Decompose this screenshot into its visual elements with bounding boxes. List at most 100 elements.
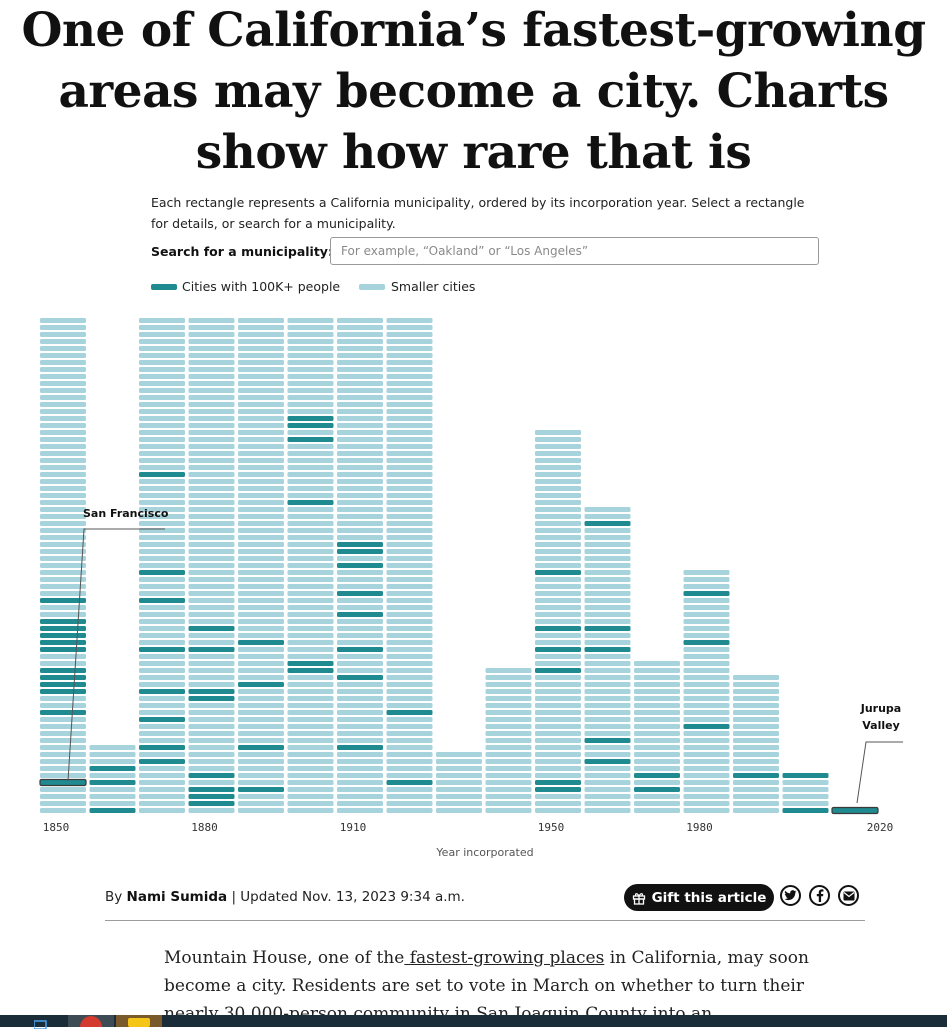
smaller-city-rect[interactable] [386, 633, 433, 638]
smaller-city-rect[interactable] [287, 570, 334, 575]
smaller-city-rect[interactable] [139, 507, 185, 512]
smaller-city-rect[interactable] [535, 542, 581, 547]
smaller-city-rect[interactable] [386, 752, 433, 757]
smaller-city-rect[interactable] [238, 360, 284, 365]
smaller-city-rect[interactable] [535, 458, 581, 463]
smaller-city-rect[interactable] [238, 507, 284, 512]
smaller-city-rect[interactable] [287, 479, 334, 484]
smaller-city-rect[interactable] [238, 598, 284, 603]
smaller-city-rect[interactable] [139, 633, 185, 638]
smaller-city-rect[interactable] [386, 612, 433, 617]
smaller-city-rect[interactable] [683, 570, 730, 575]
smaller-city-rect[interactable] [40, 451, 86, 456]
smaller-city-rect[interactable] [535, 465, 581, 470]
large-city-rect[interactable] [188, 787, 235, 792]
smaller-city-rect[interactable] [238, 353, 284, 358]
smaller-city-rect[interactable] [337, 626, 383, 631]
large-city-rect[interactable] [40, 626, 86, 631]
smaller-city-rect[interactable] [40, 661, 86, 666]
smaller-city-rect[interactable] [337, 570, 383, 575]
smaller-city-rect[interactable] [733, 801, 779, 806]
smaller-city-rect[interactable] [188, 605, 235, 610]
smaller-city-rect[interactable] [188, 444, 235, 449]
smaller-city-rect[interactable] [188, 535, 235, 540]
large-city-rect[interactable] [386, 780, 433, 785]
smaller-city-rect[interactable] [40, 521, 86, 526]
smaller-city-rect[interactable] [337, 696, 383, 701]
smaller-city-rect[interactable] [337, 752, 383, 757]
smaller-city-rect[interactable] [139, 444, 185, 449]
smaller-city-rect[interactable] [634, 696, 680, 701]
smaller-city-rect[interactable] [238, 451, 284, 456]
smaller-city-rect[interactable] [337, 360, 383, 365]
smaller-city-rect[interactable] [139, 626, 185, 631]
smaller-city-rect[interactable] [139, 437, 185, 442]
smaller-city-rect[interactable] [683, 605, 730, 610]
smaller-city-rect[interactable] [535, 612, 581, 617]
smaller-city-rect[interactable] [287, 339, 334, 344]
smaller-city-rect[interactable] [337, 759, 383, 764]
smaller-city-rect[interactable] [634, 745, 680, 750]
smaller-city-rect[interactable] [287, 696, 334, 701]
smaller-city-rect[interactable] [337, 444, 383, 449]
smaller-city-rect[interactable] [733, 682, 779, 687]
smaller-city-rect[interactable] [188, 780, 235, 785]
smaller-city-rect[interactable] [386, 437, 433, 442]
large-city-rect[interactable] [40, 682, 86, 687]
smaller-city-rect[interactable] [535, 808, 581, 813]
smaller-city-rect[interactable] [535, 682, 581, 687]
large-city-rect[interactable] [40, 675, 86, 680]
smaller-city-rect[interactable] [238, 388, 284, 393]
smaller-city-rect[interactable] [634, 717, 680, 722]
smaller-city-rect[interactable] [40, 479, 86, 484]
smaller-city-rect[interactable] [386, 724, 433, 729]
smaller-city-rect[interactable] [535, 745, 581, 750]
smaller-city-rect[interactable] [238, 703, 284, 708]
smaller-city-rect[interactable] [188, 437, 235, 442]
large-city-rect[interactable] [139, 759, 185, 764]
smaller-city-rect[interactable] [584, 682, 631, 687]
smaller-city-rect[interactable] [485, 759, 532, 764]
smaller-city-rect[interactable] [584, 598, 631, 603]
smaller-city-rect[interactable] [485, 787, 532, 792]
smaller-city-rect[interactable] [535, 794, 581, 799]
smaller-city-rect[interactable] [535, 437, 581, 442]
share-twitter-button[interactable] [780, 885, 801, 906]
smaller-city-rect[interactable] [436, 808, 482, 813]
smaller-city-rect[interactable] [337, 584, 383, 589]
smaller-city-rect[interactable] [386, 458, 433, 463]
smaller-city-rect[interactable] [535, 493, 581, 498]
smaller-city-rect[interactable] [634, 731, 680, 736]
smaller-city-rect[interactable] [139, 563, 185, 568]
smaller-city-rect[interactable] [40, 367, 86, 372]
smaller-city-rect[interactable] [40, 794, 86, 799]
smaller-city-rect[interactable] [485, 689, 532, 694]
smaller-city-rect[interactable] [485, 696, 532, 701]
smaller-city-rect[interactable] [386, 465, 433, 470]
smaller-city-rect[interactable] [139, 409, 185, 414]
large-city-rect[interactable] [337, 542, 383, 547]
taskbar-app-button[interactable] [116, 1015, 162, 1027]
smaller-city-rect[interactable] [386, 395, 433, 400]
smaller-city-rect[interactable] [287, 472, 334, 477]
smaller-city-rect[interactable] [238, 563, 284, 568]
smaller-city-rect[interactable] [188, 556, 235, 561]
smaller-city-rect[interactable] [238, 521, 284, 526]
smaller-city-rect[interactable] [139, 353, 185, 358]
smaller-city-rect[interactable] [40, 696, 86, 701]
smaller-city-rect[interactable] [188, 458, 235, 463]
smaller-city-rect[interactable] [40, 535, 86, 540]
smaller-city-rect[interactable] [287, 780, 334, 785]
smaller-city-rect[interactable] [188, 472, 235, 477]
smaller-city-rect[interactable] [535, 479, 581, 484]
large-city-rect[interactable] [782, 808, 829, 813]
smaller-city-rect[interactable] [683, 738, 730, 743]
smaller-city-rect[interactable] [584, 773, 631, 778]
smaller-city-rect[interactable] [584, 752, 631, 757]
smaller-city-rect[interactable] [733, 689, 779, 694]
smaller-city-rect[interactable] [287, 465, 334, 470]
smaller-city-rect[interactable] [337, 808, 383, 813]
smaller-city-rect[interactable] [337, 619, 383, 624]
smaller-city-rect[interactable] [238, 633, 284, 638]
smaller-city-rect[interactable] [535, 535, 581, 540]
